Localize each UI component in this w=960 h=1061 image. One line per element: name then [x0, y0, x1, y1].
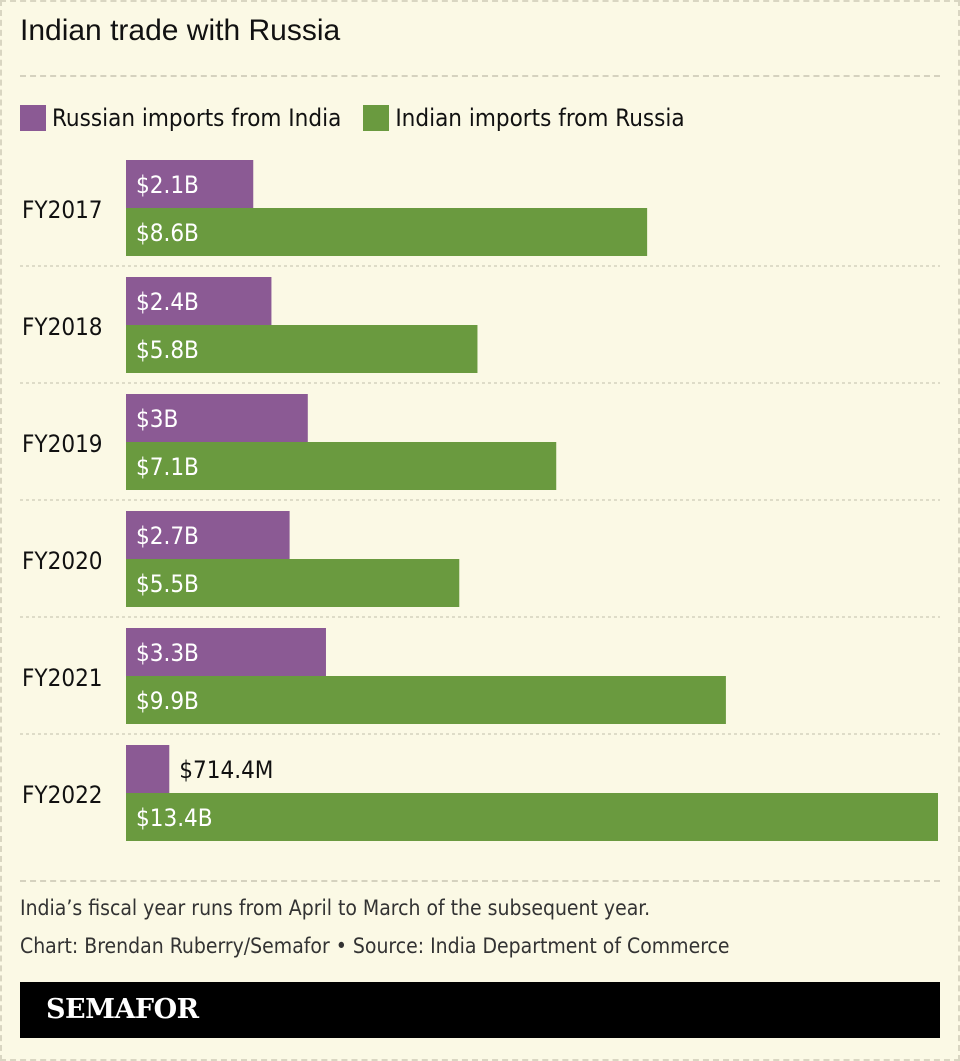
bar-russian-imports — [126, 511, 290, 559]
data-label: $714.4M — [179, 756, 273, 784]
bar-russian-imports — [126, 394, 308, 442]
data-label: $3B — [136, 405, 178, 433]
bar-chart: FY2017 $2.1B $8.6B FY2018 $2.4B $5.8B FY2019 $3… — [20, 160, 940, 841]
brand-bar: SEMAFOR — [20, 982, 940, 1038]
bar-russian-imports — [126, 160, 254, 208]
legend-swatch-russian-imports — [20, 105, 46, 131]
data-label: $5.5B — [136, 570, 199, 598]
bar-indian-imports — [126, 676, 726, 724]
category-label: FY2020 — [22, 547, 103, 575]
data-label: $2.1B — [136, 171, 199, 199]
footer-divider — [20, 880, 940, 882]
legend-item-indian-imports: Indian imports from Russia — [363, 104, 685, 132]
data-label: $2.4B — [136, 288, 199, 316]
bar-indian-imports — [126, 208, 648, 256]
data-label: $5.8B — [136, 336, 199, 364]
category-label: FY2017 — [22, 196, 103, 224]
bar-indian-imports — [126, 442, 557, 490]
data-label: $2.7B — [136, 522, 199, 550]
legend-swatch-indian-imports — [363, 105, 390, 131]
bar-russian-imports — [126, 628, 326, 676]
bar-russian-imports — [126, 277, 272, 325]
brand-logo: SEMAFOR — [46, 994, 199, 1025]
footnote: India’s fiscal year runs from April to M… — [20, 896, 651, 920]
bar-russian-imports — [126, 745, 170, 793]
data-label: $8.6B — [136, 219, 199, 247]
legend: Russian imports from India Indian import… — [20, 104, 707, 132]
credit-line: Chart: Brendan Ruberry/Semafor • Source:… — [20, 934, 730, 958]
title-divider — [20, 75, 940, 77]
legend-label-indian-imports: Indian imports from Russia — [395, 104, 685, 132]
category-label: FY2018 — [22, 313, 103, 341]
category-label: FY2022 — [22, 781, 103, 809]
data-label: $9.9B — [136, 687, 199, 715]
category-label: FY2019 — [22, 430, 103, 458]
legend-item-russian-imports: Russian imports from India — [20, 104, 341, 132]
legend-label-russian-imports: Russian imports from India — [52, 104, 342, 132]
bar-indian-imports — [126, 559, 460, 607]
bar-indian-imports — [126, 325, 478, 373]
bar-indian-imports — [126, 793, 938, 841]
chart-title: Indian trade with Russia — [20, 14, 341, 47]
data-label: $3.3B — [136, 639, 199, 667]
data-label: $13.4B — [136, 804, 213, 832]
data-label: $7.1B — [136, 453, 199, 481]
category-label: FY2021 — [22, 664, 103, 692]
